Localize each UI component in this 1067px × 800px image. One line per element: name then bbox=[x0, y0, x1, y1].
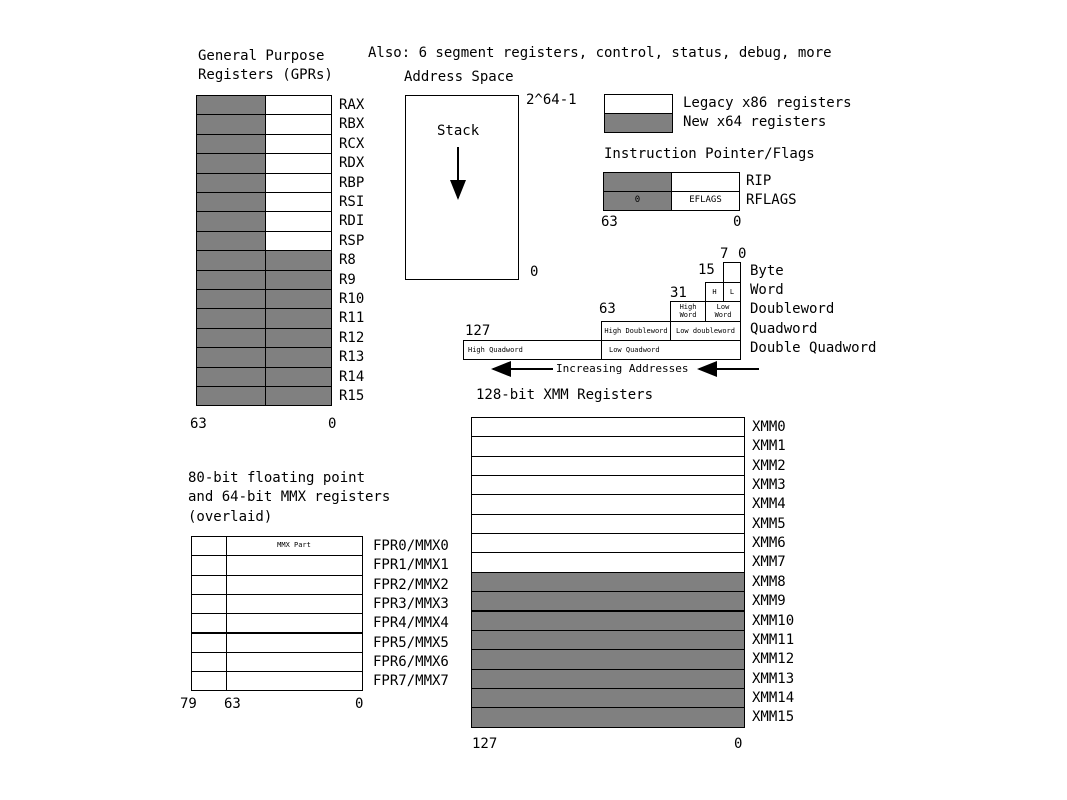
word-l-label: L bbox=[729, 288, 735, 296]
bit-7-label: 7 bbox=[720, 246, 729, 262]
fpr-bit-79: 79 bbox=[180, 696, 197, 712]
mmx-part-label: MMX Part bbox=[277, 541, 311, 549]
gpr-bit-high: 63 bbox=[190, 416, 207, 432]
stack-label: Stack bbox=[437, 123, 480, 139]
gpr-title-line1: General Purpose bbox=[198, 48, 325, 64]
fpr-title-line2: and 64-bit MMX registers bbox=[188, 489, 391, 505]
ip-bit-low: 0 bbox=[733, 214, 742, 230]
rflags-low-half bbox=[671, 191, 740, 211]
register-name-label: R12 bbox=[339, 329, 365, 346]
xmm-title: 128-bit XMM Registers bbox=[476, 387, 654, 403]
register-name-label: XMM10 bbox=[752, 612, 795, 629]
register-name-label: R14 bbox=[339, 368, 365, 385]
qword-high-dword-label: High Doubleword bbox=[604, 327, 668, 335]
register-name-label: XMM13 bbox=[752, 670, 795, 687]
fpr-bit-63: 63 bbox=[224, 696, 241, 712]
register-name-label: R10 bbox=[339, 291, 365, 307]
rflags-label: RFLAGS bbox=[746, 192, 797, 208]
register-name-label: RDI bbox=[339, 213, 365, 230]
size-label-double-quadword: Double Quadword bbox=[750, 340, 877, 356]
bit-31-label: 31 bbox=[670, 285, 687, 301]
register-name-label: FPR2/MMX2 bbox=[373, 576, 449, 593]
xmm-register-cell bbox=[471, 707, 745, 728]
register-name-label: XMM2 bbox=[752, 457, 786, 474]
address-bottom-label: 0 bbox=[530, 264, 539, 280]
dword-low-word-label: Low Word bbox=[714, 303, 732, 319]
legend-legacy-label: Legacy x86 registers bbox=[683, 95, 852, 111]
register-name-label: FPR7/MMX7 bbox=[373, 673, 449, 690]
register-name-label: R11 bbox=[339, 310, 365, 327]
register-name-label: RCX bbox=[339, 135, 365, 152]
register-name-label: RDX bbox=[339, 155, 365, 172]
gpr-bit-low: 0 bbox=[328, 416, 337, 432]
size-label-byte: Byte bbox=[750, 263, 784, 279]
fpr-title-line1: 80-bit floating point bbox=[188, 470, 366, 486]
register-name-label: XMM0 bbox=[752, 419, 786, 435]
increasing-addresses-label: Increasing Addresses bbox=[556, 362, 689, 375]
register-name-label: XMM14 bbox=[752, 689, 795, 706]
bit-0-label: 0 bbox=[738, 246, 747, 262]
mmx-part-cell bbox=[226, 671, 363, 692]
register-name-label: FPR4/MMX4 bbox=[373, 615, 449, 632]
address-space-title: Address Space bbox=[404, 69, 514, 85]
register-name-label: XMM11 bbox=[752, 631, 795, 648]
fpr-bit-0: 0 bbox=[355, 696, 364, 712]
gpr-title-line2: Registers (GPRs) bbox=[198, 67, 333, 83]
register-name-label: XMM3 bbox=[752, 477, 786, 494]
word-h-label: H bbox=[712, 288, 717, 296]
dqword-low-qword bbox=[601, 340, 741, 360]
register-name-label: XMM6 bbox=[752, 535, 786, 552]
register-name-label: RBP bbox=[339, 174, 365, 191]
register-name-label: FPR6/MMX6 bbox=[373, 653, 449, 670]
register-name-label: FPR1/MMX1 bbox=[373, 557, 449, 574]
register-name-label: R13 bbox=[339, 349, 365, 366]
rip-label: RIP bbox=[746, 173, 772, 189]
bit-127-label: 127 bbox=[465, 323, 491, 339]
register-name-label: RSP bbox=[339, 232, 365, 249]
register-name-label: FPR0/MMX0 bbox=[373, 538, 449, 554]
register-name-label: RBX bbox=[339, 116, 365, 133]
register-lower-half bbox=[265, 386, 332, 407]
legend-new-label: New x64 registers bbox=[683, 114, 827, 130]
eflags-label: EFLAGS bbox=[689, 195, 722, 205]
register-name-label: FPR5/MMX5 bbox=[373, 634, 449, 651]
register-name-label: XMM4 bbox=[752, 496, 786, 513]
size-label-word: Word bbox=[750, 282, 784, 298]
rflags-zero-label: 0 bbox=[634, 195, 641, 205]
bit-63-label: 63 bbox=[599, 301, 616, 317]
size-label-quadword: Quadword bbox=[750, 321, 818, 337]
register-name-label: XMM7 bbox=[752, 554, 786, 571]
register-name-label: RSI bbox=[339, 194, 365, 210]
register-name-label: XMM9 bbox=[752, 593, 786, 610]
dqword-high-qword-label: High Quadword bbox=[468, 346, 523, 354]
xmm-bit-high: 127 bbox=[472, 736, 498, 752]
xmm-bit-low: 0 bbox=[734, 736, 743, 752]
size-label-doubleword: Doubleword bbox=[750, 301, 835, 317]
dword-high-word-label: High Word bbox=[679, 303, 697, 319]
top-note: Also: 6 segment registers, control, stat… bbox=[368, 45, 832, 61]
ip-bit-high: 63 bbox=[601, 214, 618, 230]
register-name-label: XMM15 bbox=[752, 709, 795, 726]
register-name-label: R8 bbox=[339, 252, 356, 269]
register-name-label: XMM8 bbox=[752, 573, 786, 590]
ip-flags-title: Instruction Pointer/Flags bbox=[604, 146, 815, 162]
address-top-label: 2^64-1 bbox=[526, 92, 577, 108]
fpr-title-line3: (overlaid) bbox=[188, 509, 273, 525]
register-name-label: R15 bbox=[339, 388, 365, 404]
bit-15-label: 15 bbox=[698, 262, 715, 278]
legend-new-swatch bbox=[604, 113, 673, 133]
register-name-label: FPR3/MMX3 bbox=[373, 595, 449, 612]
qword-low-dword-label: Low doubleword bbox=[675, 327, 735, 335]
dqword-low-qword-label: Low Quadword bbox=[609, 346, 660, 354]
register-name-label: XMM12 bbox=[752, 651, 795, 668]
register-name-label: XMM1 bbox=[752, 438, 786, 455]
register-name-label: XMM5 bbox=[752, 515, 786, 532]
register-name-label: RAX bbox=[339, 97, 365, 113]
register-name-label: R9 bbox=[339, 271, 356, 288]
